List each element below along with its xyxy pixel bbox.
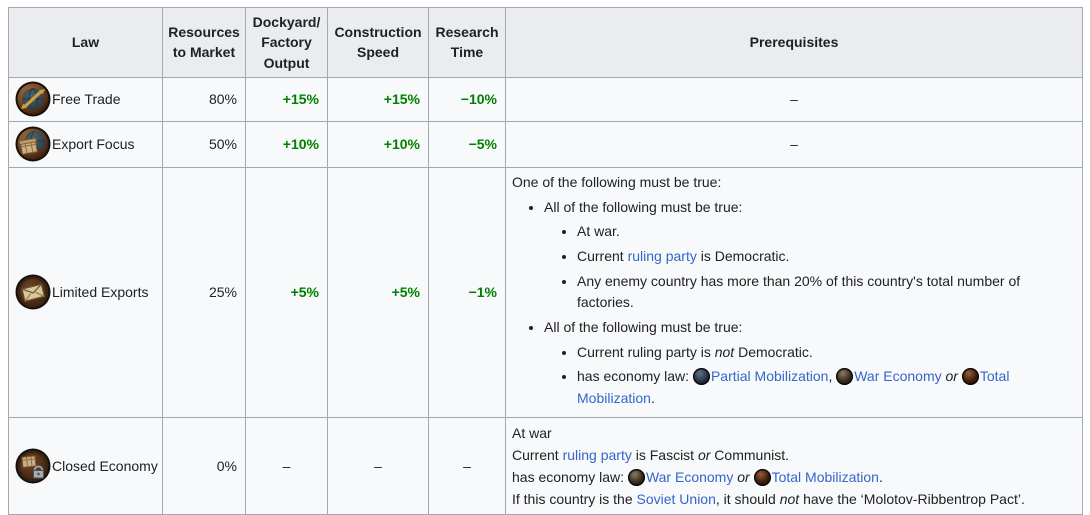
- closed-economy-icon: [15, 448, 51, 484]
- resources-to-market-value: 80%: [162, 76, 246, 122]
- partial-mobilization-link[interactable]: Partial Mobilization: [710, 368, 829, 385]
- export-focus-icon: [15, 126, 51, 162]
- dockyard-factory-output-value: +10%: [245, 120, 328, 168]
- free-trade-icon: [15, 81, 51, 117]
- prereq-item: Current ruling party is not Democratic.: [577, 342, 1076, 364]
- war-economy-link[interactable]: War Economy: [645, 468, 734, 485]
- research-time-value: −5%: [428, 120, 506, 168]
- prereq-item: At war.: [577, 221, 1076, 243]
- total-mobilization-icon: [753, 468, 771, 486]
- construction-speed-value: +5%: [327, 166, 429, 418]
- dockyard-factory-output-value: +5%: [245, 166, 328, 418]
- table-row-free-trade: Free Trade 80% +15% +15% −10% –: [8, 76, 1083, 122]
- prereq-group: All of the following must be true: At wa…: [544, 197, 1076, 314]
- col-header-dockyard-factory-output: Dockyard/ Factory Output: [245, 7, 328, 78]
- prereq-line: has economy law: War Economy or Total Mo…: [512, 468, 883, 486]
- law-name: Limited Exports: [52, 284, 149, 301]
- resources-to-market-value: 50%: [162, 120, 246, 168]
- law-name: Export Focus: [52, 136, 135, 153]
- prereq-group-label: All of the following must be true:: [544, 319, 743, 336]
- research-time-value: −1%: [428, 166, 506, 418]
- war-economy-link[interactable]: War Economy: [854, 368, 942, 385]
- col-header-resources-to-market: Resources to Market: [162, 7, 246, 78]
- prereq-line: Current ruling party is Fascist or Commu…: [512, 446, 789, 463]
- prereq-intro: One of the following must be true:: [512, 173, 722, 190]
- prerequisites-cell: One of the following must be true: All o…: [505, 166, 1083, 418]
- law-cell: Closed Economy: [8, 416, 163, 515]
- prereq-group-label: All of the following must be true:: [544, 198, 743, 215]
- research-time-value: −10%: [428, 76, 506, 122]
- dockyard-factory-output-value: +15%: [245, 76, 328, 122]
- war-economy-icon: [836, 368, 854, 386]
- header-row: Law Resources to Market Dockyard/ Factor…: [8, 7, 1083, 78]
- law-cell: Export Focus: [8, 120, 163, 168]
- dockyard-factory-output-value: –: [245, 416, 328, 515]
- prereq-item: has economy law: Partial Mobilization, W…: [577, 366, 1076, 409]
- table-row-export-focus: Export Focus 50% +10% +10% −5% –: [8, 120, 1083, 168]
- resources-to-market-value: 0%: [162, 416, 246, 515]
- table-row-closed-economy: Closed Economy 0% – – – At war Current r…: [8, 416, 1083, 515]
- col-header-construction-speed: Construction Speed: [327, 7, 429, 78]
- total-mobilization-link[interactable]: Total Mobilization: [577, 368, 1010, 407]
- construction-speed-value: +15%: [327, 76, 429, 122]
- war-economy-icon: [627, 468, 645, 486]
- law-name: Closed Economy: [52, 457, 158, 474]
- prereq-item: Any enemy country has more than 20% of t…: [577, 271, 1076, 314]
- prerequisites-cell: –: [505, 76, 1083, 122]
- total-mobilization-link[interactable]: Total Mobilization: [771, 468, 879, 485]
- prereq-item: Current ruling party is Democratic.: [577, 246, 1076, 268]
- prereq-line: If this country is the Soviet Union, it …: [512, 490, 1025, 507]
- trade-laws-table: Law Resources to Market Dockyard/ Factor…: [8, 7, 1083, 515]
- prerequisites-cell: At war Current ruling party is Fascist o…: [505, 416, 1083, 515]
- col-header-law: Law: [8, 7, 163, 78]
- research-time-value: –: [428, 416, 506, 515]
- prereq-line: At war: [512, 424, 552, 441]
- ruling-party-link[interactable]: ruling party: [627, 247, 697, 264]
- total-mobilization-icon: [961, 368, 979, 386]
- soviet-union-link[interactable]: Soviet Union: [636, 490, 716, 507]
- prereq-list: All of the following must be true: At wa…: [544, 197, 1076, 410]
- construction-speed-value: +10%: [327, 120, 429, 168]
- col-header-research-time: Research Time: [428, 7, 506, 78]
- construction-speed-value: –: [327, 416, 429, 515]
- partial-mobilization-icon: [692, 368, 710, 386]
- law-name: Free Trade: [52, 91, 121, 108]
- col-header-prerequisites: Prerequisites: [505, 7, 1083, 78]
- resources-to-market-value: 25%: [162, 166, 246, 418]
- ruling-party-link[interactable]: ruling party: [562, 446, 632, 463]
- limited-exports-icon: [15, 274, 51, 310]
- prereq-group: All of the following must be true: Curre…: [544, 317, 1076, 410]
- law-cell: Limited Exports: [8, 166, 163, 418]
- table-row-limited-exports: Limited Exports 25% +5% +5% −1% One of t…: [8, 166, 1083, 418]
- law-cell: Free Trade: [8, 76, 163, 122]
- prerequisites-cell: –: [505, 120, 1083, 168]
